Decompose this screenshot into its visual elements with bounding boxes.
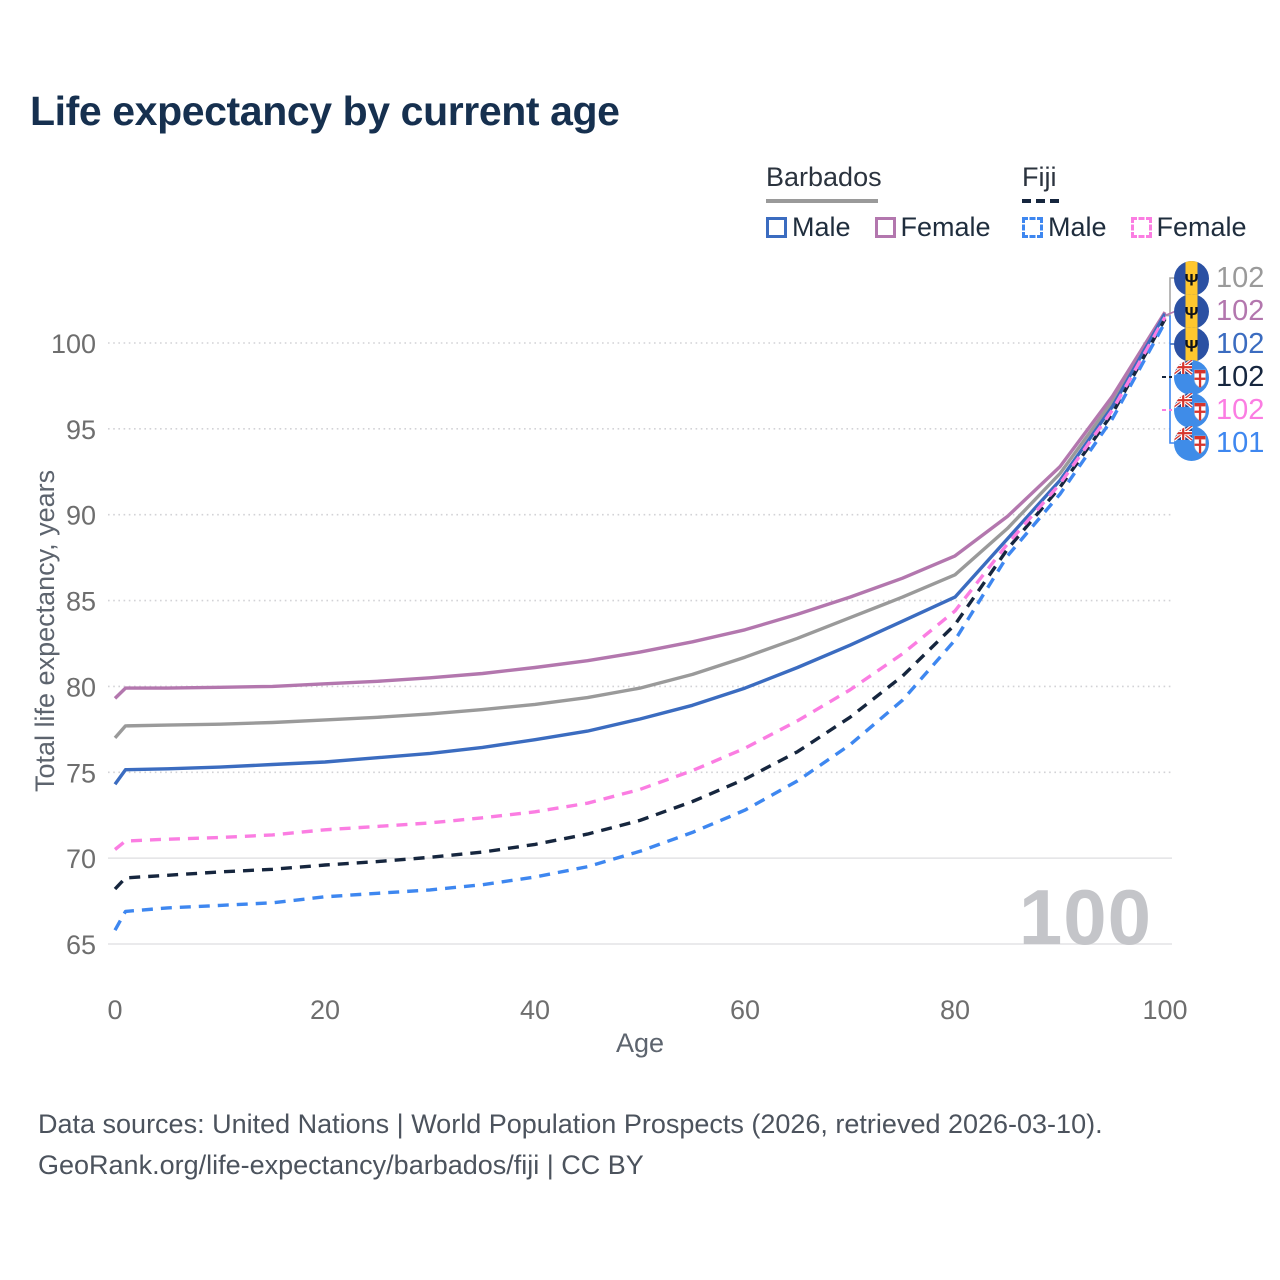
- y-tick-label-95: 95: [66, 415, 96, 445]
- end-value: 102: [1216, 360, 1265, 393]
- fiji-flag-icon: [1174, 392, 1209, 428]
- end-value: 102: [1216, 261, 1265, 294]
- x-tick-label-0: 0: [107, 995, 122, 1025]
- legend-group-fiji: Fiji Male Female: [1022, 162, 1247, 243]
- fiji-line-style-swatch: [1022, 199, 1060, 203]
- legend-item-label: Female: [900, 212, 991, 242]
- fiji-male-swatch: [1022, 217, 1043, 238]
- series-line-barbados-both-sexes[interactable]: [113, 312, 1167, 740]
- legend-country-fiji[interactable]: Fiji: [1022, 162, 1247, 203]
- end-value: 102: [1216, 294, 1265, 327]
- end-label-barbados-male: Ψ 102: [1174, 326, 1264, 362]
- legend-country-barbados[interactable]: Barbados: [766, 162, 991, 203]
- end-label-barbados-both-sexes: Ψ 102: [1174, 260, 1264, 296]
- y-tick-label-80: 80: [66, 672, 96, 702]
- source-footer: Data sources: United Nations | World Pop…: [38, 1104, 1103, 1186]
- barbados-flag-icon: Ψ: [1174, 293, 1209, 329]
- y-tick-label-85: 85: [66, 587, 96, 617]
- y-tick-label-70: 70: [66, 844, 96, 874]
- end-value: 102: [1216, 327, 1265, 360]
- end-label-fiji-female: 102: [1174, 392, 1264, 428]
- end-label-fiji-male: 101: [1174, 425, 1264, 461]
- end-label-fiji-both-sexes: 102: [1174, 359, 1264, 395]
- end-label-barbados-female: Ψ 102: [1174, 293, 1264, 329]
- legend-country-label: Barbados: [766, 162, 882, 192]
- y-tick-label-75: 75: [66, 758, 96, 788]
- x-tick-label-100: 100: [1142, 995, 1187, 1025]
- end-value: 102: [1216, 393, 1265, 426]
- leader-line-top: [1165, 277, 1176, 317]
- legend-group-barbados: Barbados Male Female: [766, 162, 991, 243]
- barbados-flag-icon: Ψ: [1174, 326, 1209, 362]
- y-axis-title: Total life expectancy, years: [30, 469, 60, 792]
- series-line-barbados-female[interactable]: [113, 311, 1167, 700]
- fiji-flag-icon: [1174, 359, 1209, 395]
- data-sources-line: Data sources: United Nations | World Pop…: [38, 1109, 1103, 1139]
- x-tick-label-80: 80: [940, 995, 970, 1025]
- svg-text:Ψ: Ψ: [1185, 270, 1199, 289]
- series-line-fiji-both-sexes[interactable]: [113, 318, 1167, 891]
- barbados-flag-icon: Ψ: [1174, 260, 1209, 296]
- legend-item-fiji-male[interactable]: Male: [1022, 212, 1107, 243]
- series-line-fiji-female[interactable]: [113, 316, 1167, 851]
- barbados-line-style-swatch: [766, 199, 878, 203]
- legend-item-label: Male: [1048, 212, 1107, 242]
- end-value: 101: [1216, 426, 1265, 459]
- fiji-female-swatch: [1130, 217, 1152, 238]
- legend-item-barbados-female[interactable]: Female: [874, 212, 991, 243]
- legend-item-barbados-male[interactable]: Male: [766, 212, 851, 243]
- barbados-male-swatch: [766, 217, 787, 238]
- legend-country-label: Fiji: [1022, 162, 1057, 192]
- svg-text:Ψ: Ψ: [1185, 303, 1199, 322]
- y-tick-label-100: 100: [51, 329, 96, 359]
- x-tick-label-20: 20: [310, 995, 340, 1025]
- series-line-barbados-male[interactable]: [113, 312, 1167, 786]
- legend-item-fiji-female[interactable]: Female: [1130, 212, 1247, 243]
- age-watermark: 100: [1018, 873, 1152, 961]
- x-tick-label-60: 60: [730, 995, 760, 1025]
- x-axis-title: Age: [615, 1028, 665, 1058]
- x-tick-label-40: 40: [520, 995, 550, 1025]
- series-line-fiji-male[interactable]: [113, 321, 1167, 932]
- y-tick-label-90: 90: [66, 501, 96, 531]
- barbados-female-swatch: [874, 217, 896, 238]
- y-tick-label-65: 65: [66, 930, 96, 960]
- svg-text:Ψ: Ψ: [1185, 336, 1199, 355]
- legend-item-label: Female: [1156, 212, 1247, 242]
- fiji-flag-icon: [1174, 425, 1209, 461]
- attribution-line: GeoRank.org/life-expectancy/barbados/fij…: [38, 1150, 644, 1180]
- legend-item-label: Male: [792, 212, 851, 242]
- page-title: Life expectancy by current age: [30, 88, 620, 134]
